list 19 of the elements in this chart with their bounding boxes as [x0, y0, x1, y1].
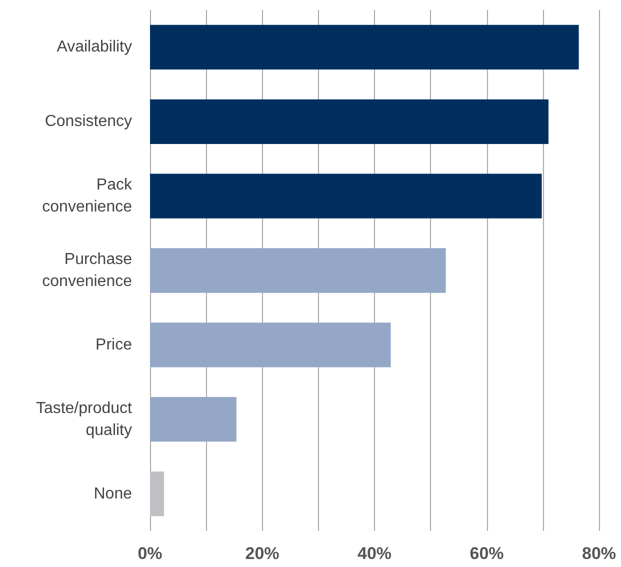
y-tick-label: Availability — [56, 38, 132, 56]
y-tick-label: Taste/product quality — [36, 400, 133, 439]
bar — [150, 99, 548, 144]
y-tick-label: None — [94, 485, 132, 502]
bar — [150, 471, 164, 516]
y-tick-label: Purchase convenience — [42, 251, 132, 290]
bar — [150, 248, 446, 293]
y-tick-label: Consistency — [44, 113, 132, 130]
bar — [150, 397, 236, 442]
x-tick-label: 20% — [245, 544, 280, 563]
bar — [150, 24, 579, 70]
bar — [150, 174, 542, 218]
y-tick-label: Price — [96, 336, 132, 354]
y-tick-label: Pack convenience — [42, 176, 133, 216]
x-tick-label: 80% — [582, 544, 616, 563]
x-tick-label: 60% — [470, 544, 504, 563]
x-tick-label: 40% — [357, 544, 392, 563]
x-tick-label: 0% — [138, 544, 162, 563]
bar — [150, 322, 391, 368]
